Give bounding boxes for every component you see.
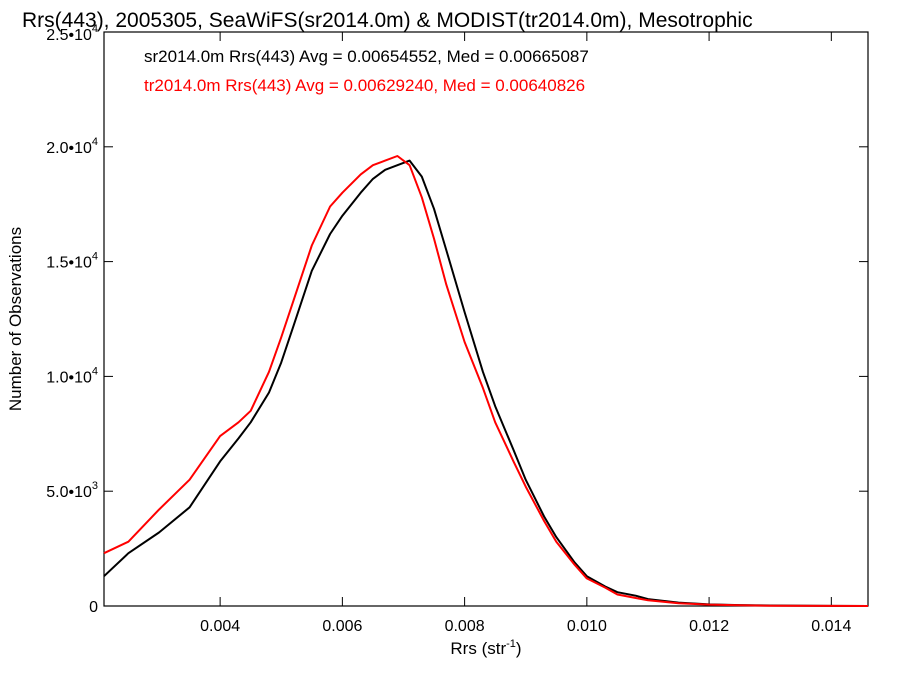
x-tick-label: 0.004	[200, 618, 240, 635]
x-tick-label: 0.014	[811, 618, 851, 635]
y-tick-label: 1.0•104	[46, 365, 98, 386]
x-axis-label-sup: -1	[506, 638, 516, 650]
series-line-1	[103, 155, 869, 607]
x-tick-label: 0.012	[689, 618, 729, 635]
y-tick-mantissa: 1.5•10	[46, 255, 92, 272]
y-tick-mantissa: 5.0•10	[46, 484, 92, 501]
x-axis-label: Rrs (str-1)	[450, 638, 521, 658]
plot-frame	[103, 31, 869, 607]
series-lines	[103, 155, 869, 607]
y-tick-mantissa: 2.5•10	[46, 27, 92, 44]
legend-entry-black: sr2014.0m Rrs(443) Avg = 0.00654552, Med…	[144, 47, 589, 66]
x-axis-label-main: Rrs (str	[450, 639, 506, 658]
chart-title: Rrs(443), 2005305, SeaWiFS(sr2014.0m) & …	[22, 9, 753, 32]
y-tick-mantissa: 2.0•10	[46, 140, 92, 157]
y-tick-label: 5.0•103	[46, 480, 98, 501]
y-tick-mantissa: 1.0•10	[46, 369, 92, 386]
axis-ticks	[104, 31, 868, 607]
y-axis-label: Number of Observations	[6, 227, 25, 411]
x-tick-label: 0.008	[445, 618, 485, 635]
series-line-0	[103, 159, 869, 607]
y-tick-mantissa: 0	[89, 599, 98, 616]
y-tick-exponent: 4	[92, 365, 98, 377]
y-tick-label: 2.5•104	[46, 23, 98, 44]
x-tick-labels: 0.004 0.006 0.008 0.010 0.012 0.014	[200, 618, 851, 635]
y-tick-exponent: 4	[92, 251, 98, 263]
y-tick-label: 0	[89, 599, 98, 616]
x-tick-label: 0.010	[567, 618, 607, 635]
y-tick-exponent: 4	[92, 136, 98, 148]
legend-entry-red: tr2014.0m Rrs(443) Avg = 0.00629240, Med…	[144, 76, 585, 95]
x-tick-label: 0.006	[322, 618, 362, 635]
y-tick-exponent: 3	[92, 480, 98, 492]
y-tick-exponent: 4	[92, 23, 98, 35]
y-tick-label: 2.0•104	[46, 136, 98, 157]
x-axis-label-close: )	[516, 639, 522, 658]
y-tick-label: 1.5•104	[46, 251, 98, 272]
